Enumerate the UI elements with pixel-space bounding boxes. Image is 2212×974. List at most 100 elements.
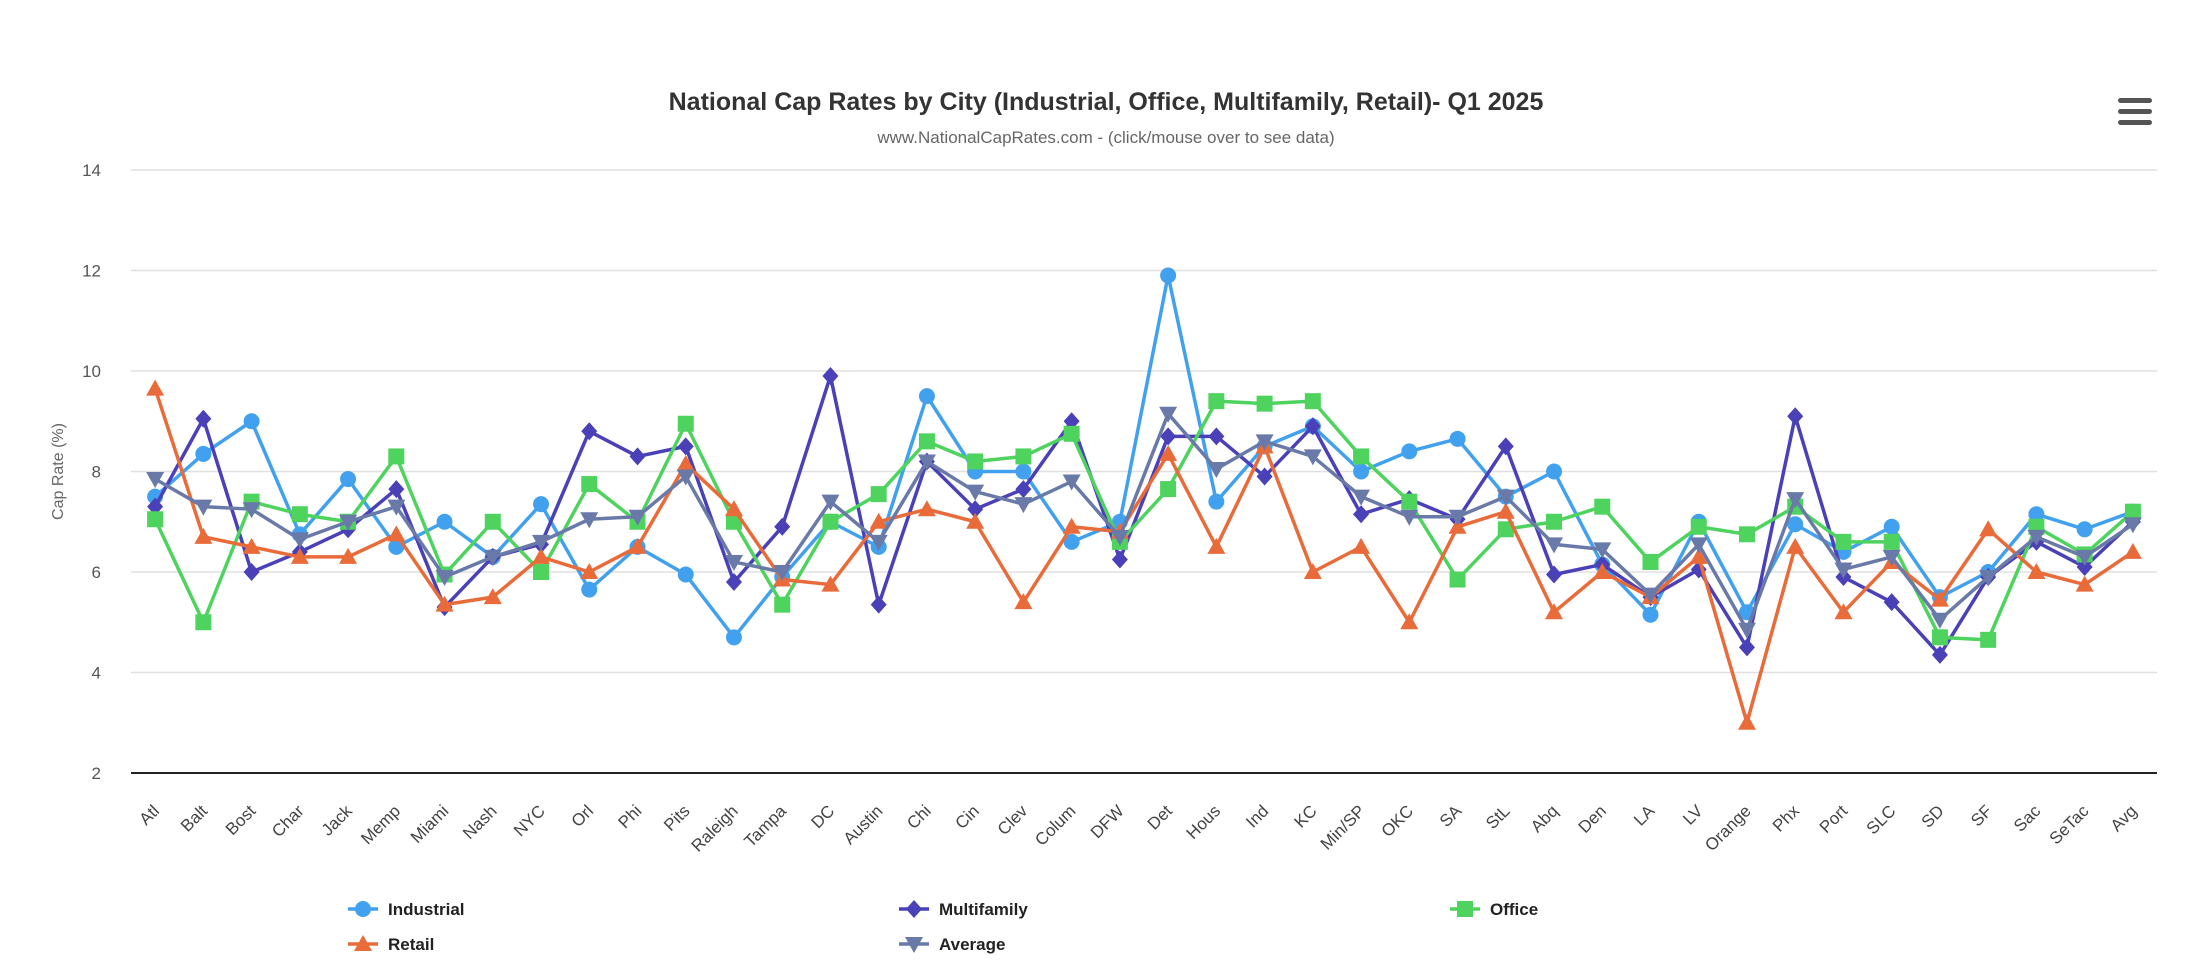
industrial-point[interactable] bbox=[2076, 521, 2093, 538]
average-point[interactable] bbox=[1448, 509, 1467, 526]
industrial-point[interactable] bbox=[1401, 443, 1418, 460]
multifamily-point[interactable] bbox=[1738, 638, 1755, 657]
multifamily-point[interactable] bbox=[1208, 427, 1225, 446]
retail-point[interactable] bbox=[483, 588, 502, 605]
industrial-point[interactable] bbox=[1353, 463, 1370, 480]
average-point[interactable] bbox=[146, 472, 165, 489]
retail-point[interactable] bbox=[1014, 593, 1033, 610]
average-point[interactable] bbox=[1882, 549, 1901, 566]
average-point[interactable] bbox=[194, 499, 213, 516]
office-point[interactable] bbox=[533, 564, 550, 580]
multifamily-point[interactable] bbox=[1304, 417, 1321, 436]
industrial-point[interactable] bbox=[581, 581, 598, 598]
average-point[interactable] bbox=[1496, 489, 1515, 506]
multifamily-point[interactable] bbox=[1256, 467, 1273, 486]
office-point[interactable] bbox=[388, 448, 405, 465]
multifamily-point[interactable] bbox=[774, 517, 791, 536]
office-point[interactable] bbox=[1353, 448, 1370, 465]
office-point[interactable] bbox=[1738, 526, 1755, 543]
average-point[interactable] bbox=[869, 534, 888, 551]
average-point[interactable] bbox=[1834, 562, 1853, 579]
office-point[interactable] bbox=[918, 433, 935, 450]
average-point[interactable] bbox=[821, 494, 840, 511]
average-point[interactable] bbox=[2075, 549, 2094, 566]
average-point[interactable] bbox=[773, 565, 792, 581]
retail-point[interactable] bbox=[146, 379, 165, 396]
retail-point[interactable] bbox=[242, 537, 261, 554]
retail-point[interactable] bbox=[1062, 517, 1081, 534]
office-point[interactable] bbox=[291, 506, 308, 523]
office-point[interactable] bbox=[2124, 503, 2141, 520]
office-point[interactable] bbox=[1256, 395, 1273, 412]
office-point[interactable] bbox=[1304, 393, 1321, 410]
average-point[interactable] bbox=[339, 514, 358, 531]
average-point[interactable] bbox=[1979, 570, 1998, 587]
retail-point[interactable] bbox=[1207, 537, 1226, 554]
average-point[interactable] bbox=[435, 570, 454, 587]
office-point[interactable] bbox=[1401, 493, 1418, 510]
multifamily-point[interactable] bbox=[581, 422, 598, 441]
industrial-point[interactable] bbox=[1015, 463, 1032, 480]
average-point[interactable] bbox=[1545, 537, 1564, 554]
retail-point[interactable] bbox=[869, 512, 888, 529]
multifamily-point[interactable] bbox=[388, 480, 405, 499]
industrial-point[interactable] bbox=[918, 388, 935, 405]
retail-point[interactable] bbox=[917, 500, 936, 517]
retail-point[interactable] bbox=[580, 563, 599, 579]
industrial-point[interactable] bbox=[195, 445, 212, 462]
retail-point[interactable] bbox=[676, 454, 695, 471]
retail-point[interactable] bbox=[1737, 713, 1756, 730]
industrial-point[interactable] bbox=[1449, 430, 1466, 447]
multifamily-point[interactable] bbox=[1015, 480, 1032, 499]
office-point[interactable] bbox=[1594, 498, 1611, 515]
average-point[interactable] bbox=[724, 554, 743, 571]
average-point[interactable] bbox=[1641, 587, 1660, 604]
average-point[interactable] bbox=[676, 469, 695, 486]
multifamily-point[interactable] bbox=[1063, 412, 1080, 431]
office-point[interactable] bbox=[677, 415, 694, 432]
office-point[interactable] bbox=[870, 486, 887, 503]
office-point[interactable] bbox=[195, 614, 212, 631]
retail-point[interactable] bbox=[1834, 603, 1853, 620]
average-point[interactable] bbox=[1014, 497, 1033, 514]
multifamily-point[interactable] bbox=[1111, 550, 1128, 569]
office-point[interactable] bbox=[147, 511, 164, 528]
retail-point[interactable] bbox=[339, 547, 358, 564]
industrial-point[interactable] bbox=[340, 471, 357, 488]
office-point[interactable] bbox=[1449, 571, 1466, 588]
average-point[interactable] bbox=[1593, 542, 1612, 559]
average-point[interactable] bbox=[966, 484, 985, 501]
industrial-point[interactable] bbox=[1642, 606, 1659, 623]
industrial-point[interactable] bbox=[1546, 463, 1563, 480]
multifamily-point[interactable] bbox=[822, 367, 839, 386]
multifamily-point[interactable] bbox=[243, 563, 260, 581]
retail-point[interactable] bbox=[1979, 520, 1998, 537]
average-point[interactable] bbox=[628, 509, 647, 526]
multifamily-point[interactable] bbox=[1546, 565, 1563, 584]
office-point[interactable] bbox=[1980, 631, 1997, 648]
office-point[interactable] bbox=[1883, 533, 1900, 550]
average-point[interactable] bbox=[483, 549, 502, 566]
industrial-point[interactable] bbox=[1883, 518, 1900, 535]
multifamily-point[interactable] bbox=[629, 447, 646, 466]
office-point[interactable] bbox=[581, 476, 598, 493]
retail-point[interactable] bbox=[435, 595, 454, 612]
office-point[interactable] bbox=[822, 513, 839, 530]
retail-point[interactable] bbox=[2075, 575, 2094, 592]
average-point[interactable] bbox=[1303, 449, 1322, 466]
average-point[interactable] bbox=[1255, 434, 1274, 451]
average-point[interactable] bbox=[1786, 492, 1805, 509]
office-point[interactable] bbox=[1497, 521, 1514, 538]
average-point[interactable] bbox=[1062, 474, 1081, 491]
retail-point[interactable] bbox=[1786, 537, 1805, 554]
multifamily-point[interactable] bbox=[1160, 427, 1177, 446]
retail-point[interactable] bbox=[1352, 537, 1371, 554]
average-point[interactable] bbox=[1110, 529, 1129, 546]
retail-point[interactable] bbox=[1303, 563, 1322, 579]
office-point[interactable] bbox=[1015, 448, 1032, 465]
multifamily-point[interactable] bbox=[147, 497, 164, 516]
retail-point[interactable] bbox=[1593, 563, 1612, 579]
office-point[interactable] bbox=[1690, 518, 1707, 535]
industrial-point[interactable] bbox=[243, 413, 260, 430]
retail-point[interactable] bbox=[194, 527, 213, 544]
